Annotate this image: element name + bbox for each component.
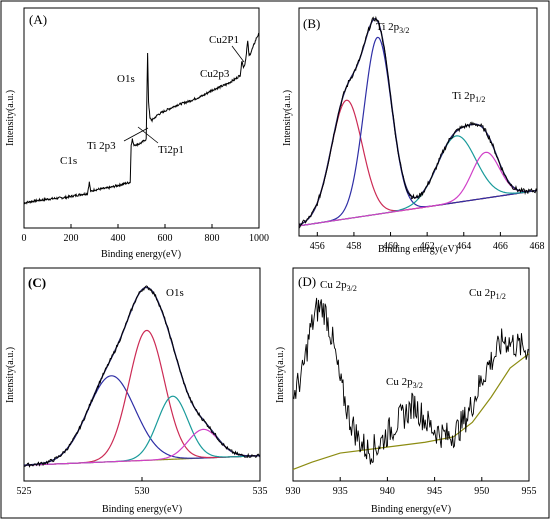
panel-c-ylabel: Intensity(a.u.) <box>5 347 16 403</box>
panel-a-tick-label: 800 <box>205 233 220 244</box>
panel-c-envelope <box>23 286 261 466</box>
panel-b-tick-label: 460 <box>383 241 398 252</box>
panel-b-envelope <box>298 18 538 226</box>
panel-b-frame <box>298 7 538 237</box>
panel-a: (A) 0 200 400 600 800 1000 Binding energy(eV)… <box>5 7 269 260</box>
panel-c-raw-data <box>23 285 261 468</box>
panel-b-component-peak <box>298 36 538 227</box>
c1s-annotation: C1s <box>60 155 77 167</box>
panel-b-tick-label: 466 <box>493 241 508 252</box>
panel-b-tick-label: 464 <box>456 241 471 252</box>
panel-a-xlabel: Binding energy(eV) <box>101 249 181 260</box>
cu2p32-a-annotation: Cu 2p3/2 <box>320 279 357 293</box>
o1s-annotation: O1s <box>117 73 135 85</box>
panel-a-tick-label: 0 <box>22 233 27 244</box>
o1s-c-annotation: O1s <box>166 287 184 299</box>
ti2p12-annotation: Ti 2p1/2 <box>452 90 485 104</box>
panel-d-raw-data <box>292 297 529 465</box>
panel-a-tick-label: 600 <box>158 233 173 244</box>
cu2p32-b-annotation: Cu 2p3/2 <box>386 376 423 390</box>
panel-b-component-peak <box>298 151 538 227</box>
survey-spectrum-line <box>23 32 260 205</box>
panel-b-ylabel: Intensity(a.u.) <box>282 90 293 146</box>
cu2p12-annotation: Cu 2p1/2 <box>469 287 506 301</box>
ti2p3-annotation: Ti 2p3 <box>87 140 116 152</box>
panel-c-xlabel: Binding energy(eV) <box>102 504 182 515</box>
panel-b-raw-data <box>298 15 538 229</box>
panel-c-tick-label: 535 <box>253 486 268 497</box>
panel-b-tick-label: 456 <box>310 241 325 252</box>
panel-d-frame <box>292 267 530 482</box>
panel-b-label: (B) <box>303 16 320 31</box>
panel-a-tick-label: 1000 <box>249 233 269 244</box>
panel-a-label: (A) <box>29 12 47 27</box>
panel-d-tick-label: 950 <box>474 486 489 497</box>
panel-b-tick-label: 468 <box>530 241 545 252</box>
panel-d-label: (D) <box>298 274 316 289</box>
panel-d-tick-label: 955 <box>522 486 537 497</box>
panel-b-tick-label: 458 <box>346 241 361 252</box>
panel-c-tick-label: 530 <box>135 486 150 497</box>
ti2p1-pointer <box>137 126 159 144</box>
panel-d: (D) 930 935 940 945 950 955 Binding energy(eV… <box>275 267 537 515</box>
panel-c-component-peak <box>23 428 261 466</box>
panel-c-frame <box>23 267 261 482</box>
panel-d-tick-label: 945 <box>427 486 442 497</box>
panel-a-ylabel: Intensity(a.u.) <box>5 90 16 146</box>
panel-b-xlabel: Binding energy(eV) <box>378 244 458 255</box>
panel-d-xlabel: Binding energy(eV) <box>371 504 451 515</box>
panel-a-frame <box>23 7 260 229</box>
ti2p32-annotation: Ti 2p3/2 <box>376 21 409 35</box>
panel-d-tick-label: 935 <box>333 486 348 497</box>
cu2p1-pointer <box>231 45 245 63</box>
panel-b: (B) 456 458 460 462 464 466 468 Binding energy… <box>282 7 545 255</box>
panel-c: (C) 525 530 535 Binding energy(eV) Intensi… <box>5 267 268 515</box>
panel-b-component-peak <box>298 135 538 227</box>
panel-a-tick-label: 400 <box>111 233 126 244</box>
ti2p3-pointer <box>123 127 149 142</box>
panel-c-component-peak <box>23 395 261 466</box>
panel-d-tick-label: 940 <box>380 486 395 497</box>
panel-d-background-line <box>292 353 530 470</box>
cu2p3-annotation: Cu2p3 <box>200 68 230 80</box>
cu2p1-annotation: Cu2P1 <box>209 34 239 46</box>
panel-c-label: (C) <box>28 275 46 290</box>
panel-a-tick-label: 200 <box>64 233 79 244</box>
panel-c-tick-label: 525 <box>17 486 32 497</box>
panel-d-tick-label: 930 <box>286 486 301 497</box>
panel-b-tick-label: 462 <box>420 241 435 252</box>
ti2p1-annotation: Ti2p1 <box>158 144 184 156</box>
panel-d-ylabel: Intensity(a.u.) <box>275 347 286 403</box>
